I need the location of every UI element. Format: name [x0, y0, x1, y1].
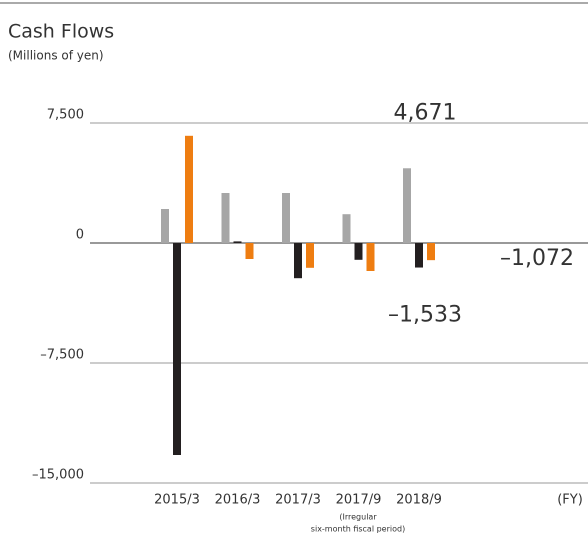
bar: [161, 209, 169, 243]
x-tick-label: 2015/3: [154, 493, 200, 508]
chart-subtitle: (Millions of yen): [8, 49, 104, 63]
bar: [173, 243, 181, 455]
data-label: –1,072: [500, 246, 574, 271]
chart-title: Cash Flows: [8, 21, 114, 43]
y-tick-label: –7,500: [40, 348, 84, 363]
bar: [342, 214, 351, 243]
bar: [221, 193, 230, 243]
y-tick-label: 7,500: [47, 108, 84, 123]
bar: [294, 243, 302, 279]
bar: [403, 168, 411, 243]
annotation: (Irregular: [339, 513, 377, 522]
bar: [415, 243, 423, 268]
x-tick-label: 2017/3: [275, 493, 321, 508]
annotation: six-month fiscal period): [311, 525, 405, 534]
x-axis-label: (FY): [557, 493, 583, 508]
data-label: –1,533: [388, 303, 462, 328]
bar: [427, 243, 435, 261]
bar: [245, 243, 254, 259]
bar: [282, 193, 290, 243]
bar: [354, 243, 363, 260]
bar: [366, 243, 375, 271]
y-tick-label: –15,000: [32, 468, 84, 483]
bar: [185, 135, 193, 243]
bar: [233, 241, 242, 243]
x-tick-label: 2016/3: [215, 493, 261, 508]
y-tick-label: 0: [76, 228, 84, 243]
data-label: 4,671: [394, 100, 457, 125]
x-tick-label: 2017/9: [336, 493, 382, 508]
bar: [306, 243, 314, 268]
x-tick-label: 2018/9: [396, 493, 442, 508]
